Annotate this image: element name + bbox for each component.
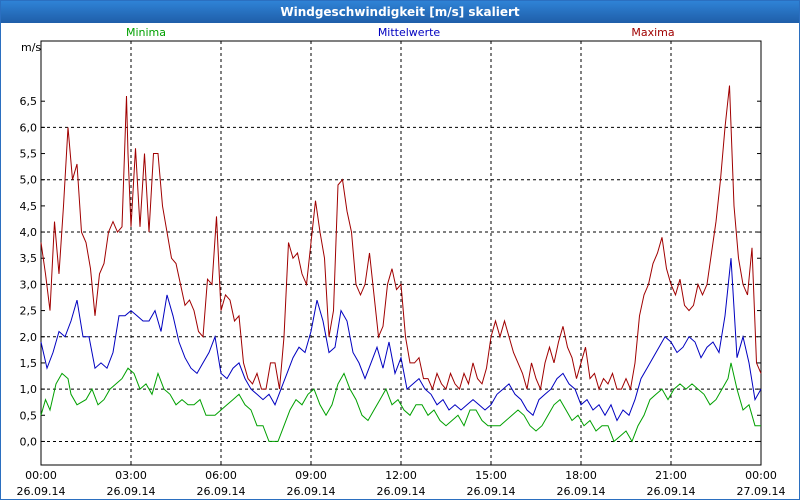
x-tick-labels: 00:00 26.09.14 03:00 26.09.14 06:00 26.09.14 0… <box>17 469 786 498</box>
y-tick-label: 4,0 <box>20 226 38 239</box>
legend-maxima: Maxima <box>631 26 674 39</box>
x-tick-time-label: 15:00 <box>475 469 507 482</box>
x-tick-date-label: 26.09.14 <box>377 485 426 498</box>
y-tick-label: 2,0 <box>20 331 38 344</box>
chart-area: Minima Mittelwerte Maxima m/s 0,0 0,5 1,0 1,5… <box>17 26 786 498</box>
y-tick-label: 5,0 <box>20 174 38 187</box>
y-tick-label: 3,5 <box>20 252 38 265</box>
x-tick-time-label: 06:00 <box>205 469 237 482</box>
y-tick-label: 1,0 <box>20 383 38 396</box>
grid-lines <box>41 41 761 465</box>
x-tick-date-label: 26.09.14 <box>557 485 606 498</box>
y-tick-labels: 0,0 0,5 1,0 1,5 2,0 2,5 3,0 3,5 4,0 4,5 5,0 5,5 6,0 6… <box>20 95 38 448</box>
x-tick-time-label: 03:00 <box>115 469 147 482</box>
y-tick-label: 6,5 <box>20 95 38 108</box>
x-tick-date-label: 26.09.14 <box>467 485 516 498</box>
y-axis-unit-label: m/s <box>21 41 41 54</box>
x-tick-date-label: 27.09.14 <box>737 485 786 498</box>
y-tick-label: 4,5 <box>20 200 38 213</box>
series-group <box>40 85 762 443</box>
y-tick-label: 0,0 <box>20 435 38 448</box>
axis-ticks <box>40 100 762 465</box>
x-tick-date-label: 26.09.14 <box>287 485 336 498</box>
legend: Minima Mittelwerte Maxima <box>126 26 675 39</box>
legend-minima: Minima <box>126 26 166 39</box>
series-maxima-line <box>40 85 762 391</box>
x-tick-time-label: 00:00 <box>745 469 777 482</box>
series-mittelwerte-line <box>40 258 762 422</box>
x-tick-time-label: 09:00 <box>295 469 327 482</box>
x-tick-time-label: 12:00 <box>385 469 417 482</box>
y-tick-label: 2,5 <box>20 305 38 318</box>
x-tick-date-label: 26.09.14 <box>107 485 156 498</box>
x-tick-time-label: 18:00 <box>565 469 597 482</box>
y-tick-label: 5,5 <box>20 148 38 161</box>
legend-mittelwerte: Mittelwerte <box>378 26 441 39</box>
x-tick-date-label: 26.09.14 <box>647 485 696 498</box>
x-tick-date-label: 26.09.14 <box>197 485 246 498</box>
x-tick-date-label: 26.09.14 <box>17 485 66 498</box>
x-tick-time-label: 00:00 <box>25 469 57 482</box>
y-tick-label: 1,5 <box>20 357 38 370</box>
y-tick-label: 3,0 <box>20 278 38 291</box>
y-tick-label: 0,5 <box>20 409 38 422</box>
x-tick-time-label: 21:00 <box>655 469 687 482</box>
window-title: Windgeschwindigkeit [m/s] skaliert <box>1 1 799 23</box>
y-tick-label: 6,0 <box>20 121 38 134</box>
series-minima-line <box>40 362 761 443</box>
